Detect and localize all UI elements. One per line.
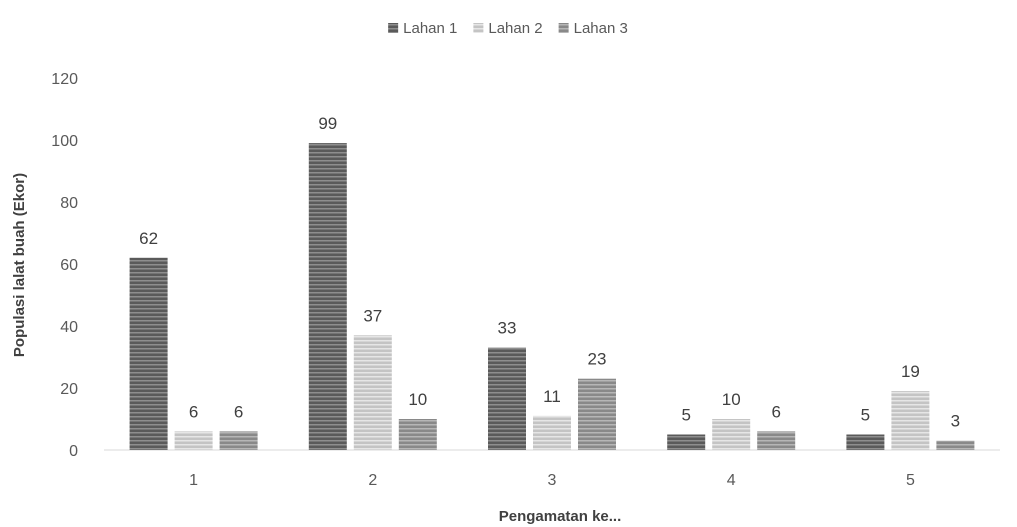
y-tick-label: 20 [60,381,78,398]
bar-lahan-1-5 [846,434,885,450]
bar-lahan-1-2 [308,143,347,450]
data-label: 5 [681,406,690,425]
data-label: 19 [901,362,920,381]
legend-item: Lahan 1 [388,20,457,37]
legend-item: Lahan 2 [473,20,543,37]
x-tick-label: 3 [548,472,557,489]
legend-label: Lahan 1 [403,20,457,37]
y-tick-label: 80 [60,195,78,212]
data-labels: 62 6 6 99 37 10 33 11 23 5 10 6 5 19 3 [139,114,960,431]
data-label: 99 [318,114,337,133]
data-label: 10 [408,390,427,409]
data-label: 33 [498,319,517,338]
legend-swatch [558,23,569,33]
legend-item: Lahan 3 [558,20,628,37]
data-label: 5 [861,406,870,425]
bar-lahan-3-4 [757,431,796,450]
y-axis-title: Populasi lalat buah (Ekor) [11,173,28,357]
bar-lahan-1-3 [488,347,526,450]
bar-lahan-2-4 [712,419,751,450]
bar-lahan-2-3 [533,415,571,450]
y-axis-ticks: 0 20 40 60 80 100 120 [51,71,78,460]
x-axis-ticks: 1 2 3 4 5 [189,472,915,489]
bar-lahan-2-1 [174,431,213,450]
legend-swatch [388,23,399,33]
x-axis-title: Pengamatan ke... [499,508,622,525]
bar-lahan-3-3 [578,378,616,450]
bar-lahan-1-4 [667,434,706,450]
y-tick-label: 0 [69,443,78,460]
bar-lahan-2-2 [353,335,392,450]
data-label: 37 [363,306,382,325]
bar-lahan-3-2 [398,419,437,450]
y-tick-label: 60 [60,257,78,274]
y-tick-label: 120 [51,71,78,88]
y-tick-label: 100 [51,133,78,150]
data-label: 3 [951,412,960,431]
bar-lahan-2-5 [891,391,930,450]
y-tick-label: 40 [60,319,78,336]
bar-lahan-3-1 [219,431,258,450]
bar-lahan-3-5 [936,440,975,450]
data-label: 6 [234,402,243,421]
data-label: 62 [139,229,158,248]
x-tick-label: 2 [368,472,377,489]
legend-swatch [473,23,484,33]
legend-label: Lahan 3 [574,20,628,37]
x-tick-label: 4 [727,472,736,489]
bar-lahan-1-1 [129,257,168,450]
bars [129,143,975,450]
data-label: 11 [543,387,561,406]
data-label: 6 [189,402,198,421]
data-label: 6 [771,402,780,421]
data-label: 23 [588,350,607,369]
x-tick-label: 1 [189,472,198,489]
legend-label: Lahan 2 [488,20,542,37]
legend: Lahan 1 Lahan 2 Lahan 3 [388,20,628,37]
data-label: 10 [722,390,741,409]
x-tick-label: 5 [906,472,915,489]
